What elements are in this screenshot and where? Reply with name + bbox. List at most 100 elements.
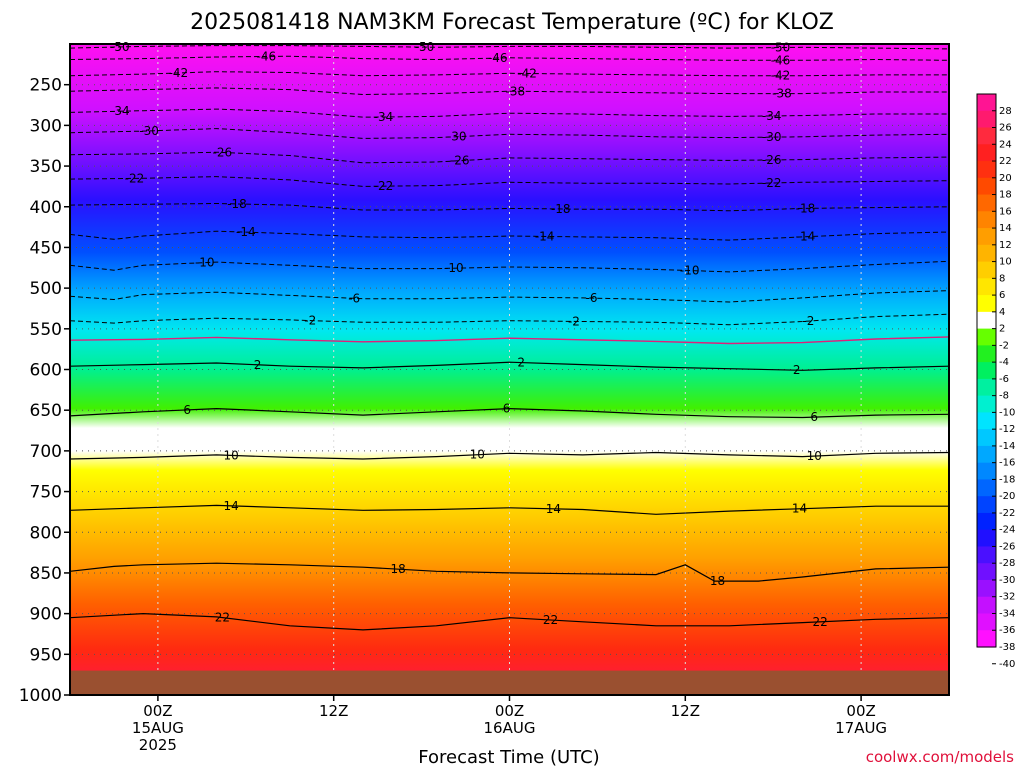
colorbar-tick-label: 28 bbox=[999, 106, 1012, 117]
contour-line bbox=[69, 45, 950, 50]
contour-line bbox=[69, 407, 950, 419]
colorbar-swatch bbox=[977, 261, 996, 279]
contour-label: -38 bbox=[506, 84, 526, 98]
contour-label: -30 bbox=[447, 130, 467, 144]
contour-line bbox=[69, 313, 950, 326]
x-tick-label: 00Z bbox=[143, 702, 172, 720]
contour-line bbox=[69, 202, 950, 212]
contour-label: -26 bbox=[450, 154, 470, 168]
colorbar-tick-label: 6 bbox=[999, 290, 1005, 301]
contour-label: 10 bbox=[807, 449, 822, 463]
contour-label: 6 bbox=[503, 402, 511, 416]
contour-line bbox=[69, 451, 950, 460]
contour-label: -46 bbox=[771, 53, 791, 67]
contour-label: -14 bbox=[236, 225, 256, 239]
contour-label: 14 bbox=[792, 502, 807, 516]
contour-line bbox=[69, 260, 950, 273]
y-tick-label: 550 bbox=[30, 320, 62, 340]
contour-line bbox=[69, 151, 950, 164]
contour-label: -2 bbox=[802, 314, 814, 328]
contour-line bbox=[69, 176, 950, 187]
contour-label: 22 bbox=[215, 611, 230, 625]
colorbar-tick-label: -38 bbox=[999, 642, 1015, 653]
colorbar-tick-label: 24 bbox=[999, 139, 1012, 150]
colorbar-tick-label: 20 bbox=[999, 173, 1012, 184]
x-tick-label: 12Z bbox=[319, 702, 348, 720]
contour-label: -6 bbox=[586, 291, 598, 305]
colorbar-swatch bbox=[977, 529, 996, 548]
colorbar-swatch bbox=[977, 177, 996, 196]
ground-below-surface bbox=[70, 670, 949, 695]
colorbar-tick-label: 12 bbox=[999, 240, 1012, 251]
y-tick-label: 250 bbox=[30, 76, 62, 96]
y-tick-label: 500 bbox=[30, 279, 62, 299]
y-tick-label: 450 bbox=[30, 238, 62, 258]
contour-label: -18 bbox=[227, 197, 247, 211]
grid-lines bbox=[70, 44, 949, 671]
colorbar-swatch bbox=[977, 295, 996, 313]
colorbar-tick-label: 10 bbox=[999, 257, 1012, 268]
contour-label: -42 bbox=[169, 66, 189, 80]
y-tick-label: 950 bbox=[30, 645, 62, 665]
contour-label: 14 bbox=[224, 499, 239, 513]
contour-label: -38 bbox=[772, 87, 792, 101]
colorbar-swatch bbox=[977, 244, 996, 263]
colorbar-tick-label: -30 bbox=[999, 575, 1015, 586]
y-tick-label: 300 bbox=[30, 116, 62, 136]
contour-label: 18 bbox=[391, 562, 406, 576]
colorbar-tick-label: -8 bbox=[999, 391, 1009, 402]
colorbar-tick-label: 26 bbox=[999, 123, 1012, 134]
contour-label: -10 bbox=[680, 264, 700, 278]
contour-label: -22 bbox=[762, 176, 782, 190]
colorbar-swatch bbox=[977, 362, 996, 380]
contour-line bbox=[69, 108, 949, 118]
contour-label: -22 bbox=[125, 171, 145, 185]
colorbar-tick-label: 18 bbox=[999, 190, 1012, 201]
contour-label: -18 bbox=[796, 201, 816, 215]
colorbar-tick-label: -26 bbox=[999, 541, 1015, 552]
contour-label: -2 bbox=[568, 314, 580, 328]
colorbar-swatch bbox=[977, 630, 996, 648]
x-tick-label: 17AUG bbox=[835, 719, 887, 737]
y-tick-label: 400 bbox=[30, 198, 62, 218]
colorbar-tick-label: -18 bbox=[999, 474, 1015, 485]
colorbar-swatch bbox=[977, 194, 996, 212]
contour-label: -14 bbox=[796, 230, 816, 244]
contour-label: 10 bbox=[470, 448, 485, 462]
colorbar-tick-label: -40 bbox=[999, 659, 1015, 670]
colorbar-swatch bbox=[977, 596, 996, 615]
y-axis: 250 300 350 400 450 500 550 600 650 700 750 800 850 9… bbox=[19, 76, 70, 706]
contour-line bbox=[69, 87, 949, 96]
contour-label: -26 bbox=[213, 145, 233, 159]
y-tick-label: 900 bbox=[30, 605, 62, 625]
contour-line bbox=[69, 128, 950, 139]
contour-line bbox=[69, 361, 950, 371]
colorbar-tick-label: 14 bbox=[999, 223, 1012, 234]
colorbar-tick-label: -4 bbox=[999, 357, 1009, 368]
contour-label: 2 bbox=[793, 363, 801, 377]
colorbar-swatch bbox=[977, 161, 996, 179]
contour-label: -34 bbox=[762, 109, 782, 123]
contour-label: 10 bbox=[224, 448, 239, 462]
colorbar-swatch bbox=[977, 378, 996, 397]
y-tick-label: 650 bbox=[30, 401, 62, 421]
colorbar-swatch bbox=[977, 127, 996, 145]
colorbar-swatch bbox=[977, 512, 996, 531]
contour-line bbox=[69, 55, 950, 61]
colorbar-tick-label: -2 bbox=[999, 340, 1009, 351]
colorbar-swatch bbox=[977, 278, 996, 296]
contour-label: -6 bbox=[348, 291, 360, 305]
contour-label: -10 bbox=[444, 261, 464, 275]
freezing-line bbox=[69, 336, 950, 345]
contour-label: 6 bbox=[810, 410, 818, 424]
colorbar-swatch bbox=[977, 395, 996, 413]
colorbar-frame bbox=[976, 93, 997, 648]
contour-line bbox=[69, 612, 950, 631]
contour-label: -18 bbox=[551, 202, 571, 216]
colorbar-tick-label: 8 bbox=[999, 273, 1005, 284]
colorbar-swatch bbox=[977, 546, 996, 564]
colorbar-swatch bbox=[977, 479, 996, 497]
colorbar-swatch bbox=[977, 345, 996, 363]
